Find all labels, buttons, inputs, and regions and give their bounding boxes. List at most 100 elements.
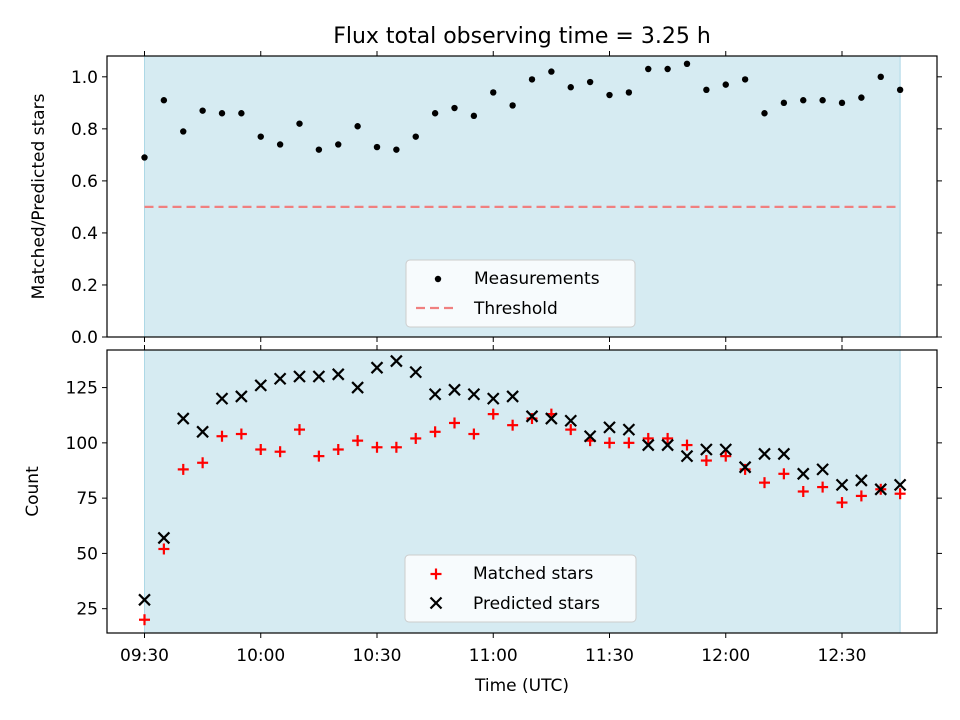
matched-star-point [332, 443, 344, 455]
top-legend: Measurements Threshold [405, 259, 636, 328]
measurement-point [819, 97, 826, 104]
bottom-x-ticks: 09:30 10:00 10:30 11:00 11:30 12:00 12:30 [120, 345, 867, 666]
measurement-point [664, 65, 671, 73]
top-y-tick-label: 0.6 [71, 172, 98, 192]
legend-matched-label: Matched stars [473, 564, 593, 584]
measurement-point [625, 89, 633, 96]
matched-star-point [487, 408, 499, 420]
top-y-ticks: 0.0 0.2 0.4 0.6 0.8 1.0 [71, 68, 942, 348]
top-y-axis-label: Matched/Predicted stars [29, 93, 49, 299]
predicted-star-point-b [564, 414, 578, 428]
predicted-star-point [196, 425, 209, 439]
measurement-point [490, 89, 497, 96]
measurement-point [431, 110, 439, 117]
predicted-star-point [506, 390, 519, 403]
predicted-star-point [680, 449, 694, 463]
predicted-star-point [390, 354, 403, 368]
measurement-point [296, 120, 303, 127]
predicted-star-point [138, 593, 151, 607]
matched-star-point [449, 417, 460, 429]
predicted-star-point [738, 460, 752, 474]
measurement-point [858, 94, 865, 101]
matched-star-point [158, 543, 170, 555]
legend-predicted-marker [429, 596, 443, 610]
matched-star-point [139, 614, 150, 626]
predicted-star-point [855, 474, 868, 487]
measurement-point [567, 84, 574, 91]
legend-cross-b [429, 596, 443, 610]
predicted-star-point [816, 463, 829, 476]
measurement-point [180, 128, 187, 135]
matched-star-point [759, 477, 770, 489]
measurement-point [354, 123, 361, 130]
measurement-point [645, 65, 652, 73]
top-y-tick-label: 0.4 [71, 224, 98, 244]
matched-star-point [836, 497, 848, 509]
predicted-star-point-b [370, 361, 384, 374]
predicted-star-point [157, 531, 171, 545]
predicted-star-point [351, 381, 364, 394]
matched-star-point [371, 441, 383, 453]
predicted-star-point-b [603, 421, 616, 434]
predicted-star-point-b [758, 447, 771, 461]
predicted-star-point [719, 443, 733, 456]
predicted-star-point-b [622, 423, 636, 436]
matched-star-point [235, 428, 247, 440]
legend-plus [430, 568, 442, 580]
bottom-y-ticks: 25 50 75 100 125 [66, 379, 942, 620]
predicted-star-point [525, 410, 539, 423]
predicted-star-point [176, 412, 190, 425]
predicted-star-point-b [855, 474, 868, 487]
measurement-point [393, 146, 400, 153]
matched-star-point [604, 437, 615, 449]
bottom-panel: Count Time (UTC) 25 50 75 100 125 09:30 10:00… [23, 345, 942, 696]
predicted-star-point-b [409, 365, 423, 379]
predicted-star-point-b [196, 425, 209, 439]
x-tick-label: 09:30 [120, 646, 169, 666]
measurement-point [741, 76, 749, 83]
predicted-star-point [641, 438, 655, 452]
chart-title: Flux total observing time = 3.25 h [333, 24, 711, 49]
bottom-y-tick-label: 100 [66, 434, 98, 454]
measurement-point [238, 110, 245, 117]
bottom-y-tick-label: 125 [66, 379, 98, 399]
predicted-star-point-b [351, 381, 364, 394]
top-y-tick-label: 0.2 [71, 276, 98, 296]
predicted-star-point-b [157, 531, 171, 545]
predicted-star-point [331, 368, 345, 381]
predicted-star-point-b [545, 412, 558, 425]
predicted-star-point [428, 387, 442, 401]
top-legend-box [405, 259, 636, 328]
predicted-star-point-b [738, 460, 752, 474]
predicted-star-point-b [215, 392, 229, 405]
predicted-stars-points [138, 354, 907, 607]
predicted-star-point-b [312, 370, 326, 383]
predicted-star-point [564, 414, 578, 428]
measurement-point [761, 110, 768, 117]
measurement-point [218, 110, 226, 117]
predicted-star-point-b [835, 478, 849, 492]
bottom-y-tick-label: 75 [76, 489, 98, 509]
predicted-star-point [215, 392, 229, 405]
predicted-star-point [293, 370, 306, 383]
predicted-star-point-b [661, 438, 674, 452]
legend-predicted-label: Predicted stars [473, 594, 600, 614]
measurement-point [838, 99, 846, 107]
x-axis-label: Time (UTC) [474, 676, 569, 696]
measurement-point [606, 91, 613, 99]
measurement-point [257, 133, 264, 140]
measurement-point [315, 146, 323, 153]
bottom-y-tick-label: 25 [76, 600, 98, 620]
matched-star-point [507, 419, 519, 431]
matched-star-point [255, 443, 267, 455]
measurement-point [412, 133, 419, 140]
predicted-star-point-b [506, 390, 519, 403]
matched-star-point [778, 468, 790, 480]
predicted-star-point-b [700, 443, 713, 456]
matched-star-point [642, 432, 654, 444]
matched-star-point [817, 481, 829, 493]
predicted-star-point [777, 447, 791, 461]
top-y-tick-label: 0.0 [71, 328, 98, 348]
matched-star-point [216, 430, 228, 442]
